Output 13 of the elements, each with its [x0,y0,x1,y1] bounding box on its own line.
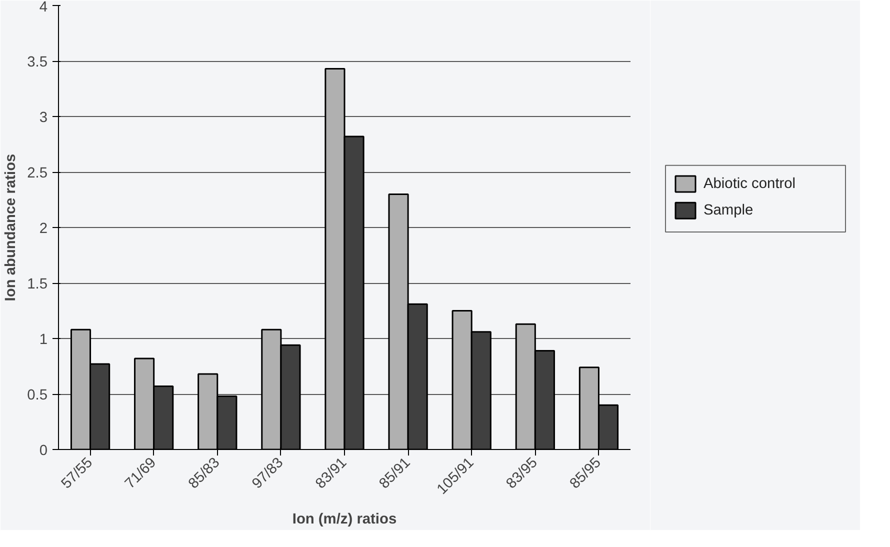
y-tick-label: 1.5 [27,276,48,292]
y-axis-title: Ion abundance ratios [3,154,20,302]
y-tick-label: 3 [39,110,48,126]
legend-label: Sample [704,202,754,219]
legend-label: Abiotic control [704,176,796,192]
y-tick-label: 0 [39,443,48,459]
y-tick-label: 4 [39,0,48,16]
y-tick-label: 3.5 [27,54,48,70]
y-tick-label: 2.5 [27,166,48,182]
y-tick-label: 0.5 [27,388,48,404]
y-tick-label: 1 [39,332,48,348]
y-tick-label: 2 [39,221,48,237]
x-axis-title: Ion (m/z) ratios [292,512,397,528]
